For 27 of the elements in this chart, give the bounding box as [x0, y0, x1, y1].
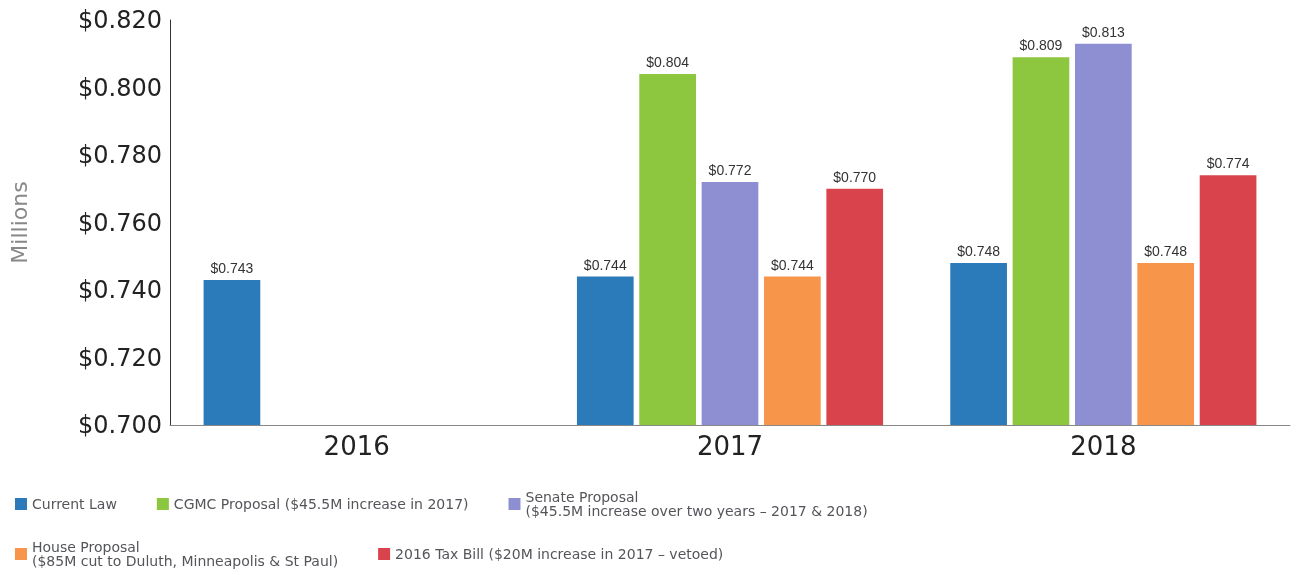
- x-tick-label: 2018: [1070, 431, 1137, 461]
- y-tick-label: $0.740: [78, 276, 162, 304]
- data-label: $0.748: [957, 243, 1001, 259]
- y-axis-title: Millions: [6, 181, 32, 264]
- y-tick-label: $0.760: [78, 208, 162, 237]
- data-label: $0.770: [833, 168, 877, 185]
- y-tick-label: $0.720: [78, 343, 162, 372]
- data-label: $0.744: [770, 256, 814, 273]
- legend-label: CGMC Proposal ($45.5M increase in 2017): [173, 496, 469, 512]
- data-label: $0.774: [1206, 155, 1250, 172]
- legend-label: 2016 Tax Bill ($20M increase in 2017 – vetoed): [395, 546, 724, 562]
- legend-label: House Proposal ($85M cut to Duluth, Minneapolis & St Paul): [32, 539, 339, 569]
- data-label: $0.809: [1019, 37, 1063, 54]
- y-tick-label: $0.700: [78, 411, 162, 439]
- y-tick-label: $0.780: [78, 141, 162, 169]
- data-label: $0.813: [1081, 23, 1125, 40]
- legend-label: Senate Proposal ($45.5M increase over two years – 2017 & 2018): [525, 489, 868, 519]
- x-tick-label: 2016: [323, 431, 390, 461]
- data-label: $0.804: [646, 54, 690, 70]
- x-tick-label: 2017: [696, 431, 764, 461]
- data-label: $0.744: [583, 256, 627, 273]
- data-label: $0.748: [1144, 243, 1188, 259]
- data-label: $0.772: [708, 162, 752, 178]
- y-tick-label: $0.820: [78, 6, 162, 34]
- data-label: $0.743: [210, 259, 254, 276]
- y-tick-label: $0.800: [78, 73, 162, 102]
- legend-label: Current Law: [32, 496, 117, 512]
